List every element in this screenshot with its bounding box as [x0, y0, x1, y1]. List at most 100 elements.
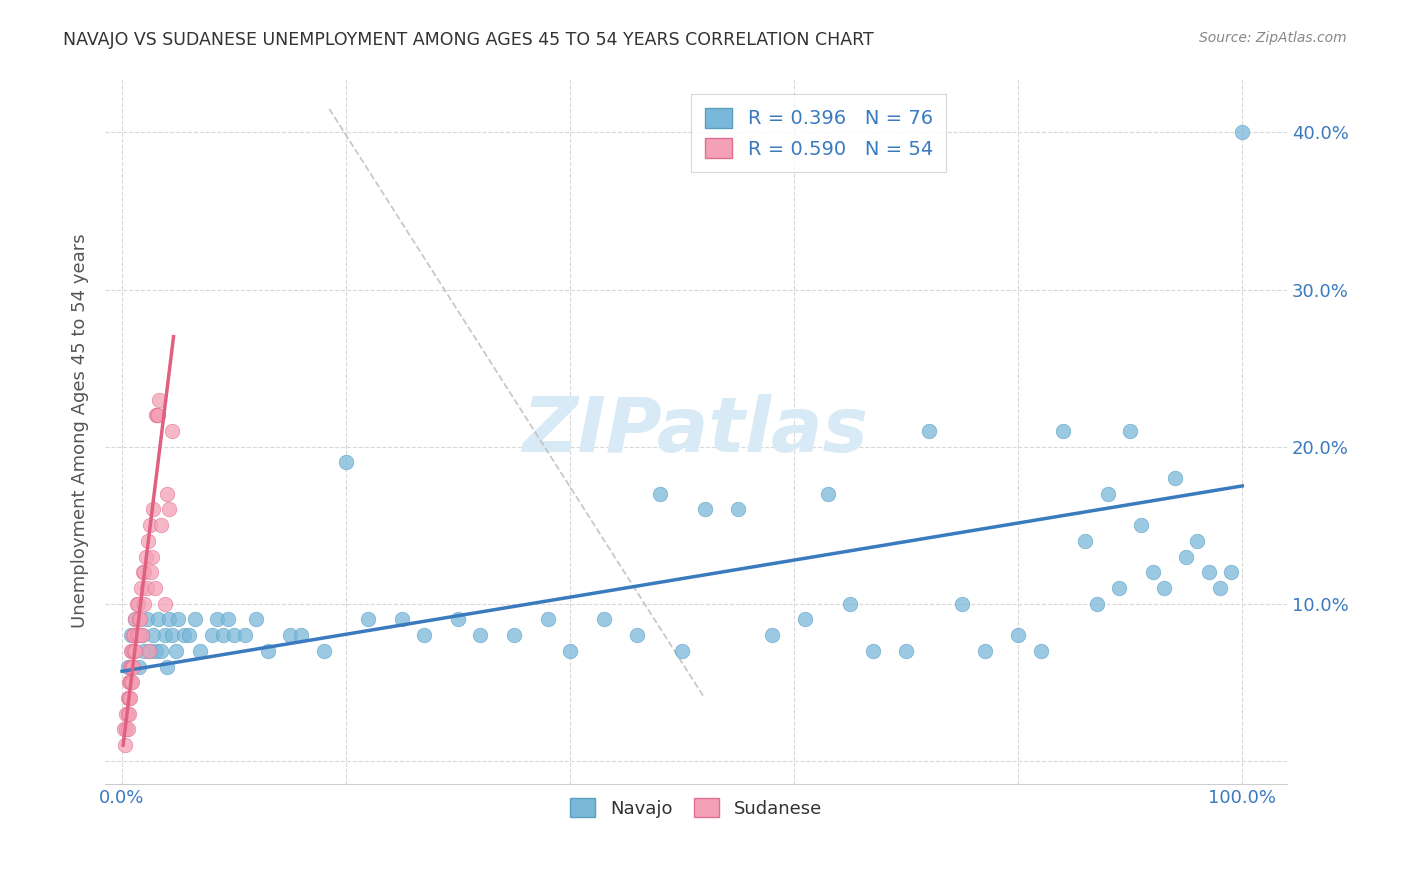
Point [217, 612, 239, 626]
Point [1209, 581, 1232, 595]
Point [143, 581, 166, 595]
Point [761, 628, 783, 642]
Point [1232, 125, 1254, 139]
Point [1130, 518, 1153, 533]
Point [135, 612, 157, 626]
Point [245, 612, 267, 626]
Point [413, 628, 436, 642]
Point [128, 628, 150, 642]
Point [122, 659, 145, 673]
Point [118, 706, 141, 721]
Point [558, 644, 581, 658]
Point [1187, 533, 1209, 548]
Point [132, 566, 155, 580]
Point [179, 628, 201, 642]
Legend: Navajo, Sudanese: Navajo, Sudanese [562, 791, 830, 825]
Point [142, 502, 165, 516]
Point [165, 644, 187, 658]
Point [503, 628, 526, 642]
Point [118, 675, 141, 690]
Point [167, 612, 190, 626]
Point [120, 628, 142, 642]
Point [1085, 597, 1108, 611]
Point [128, 612, 150, 626]
Point [118, 659, 141, 673]
Point [648, 487, 671, 501]
Point [1142, 566, 1164, 580]
Point [138, 644, 160, 658]
Point [156, 487, 179, 501]
Point [114, 738, 136, 752]
Text: NAVAJO VS SUDANESE UNEMPLOYMENT AMONG AGES 45 TO 54 YEARS CORRELATION CHART: NAVAJO VS SUDANESE UNEMPLOYMENT AMONG AG… [63, 31, 875, 49]
Text: Source: ZipAtlas.com: Source: ZipAtlas.com [1199, 31, 1347, 45]
Point [233, 628, 256, 642]
Point [1097, 487, 1119, 501]
Point [839, 597, 862, 611]
Point [148, 392, 170, 407]
Point [135, 581, 157, 595]
Point [1119, 424, 1142, 438]
Point [118, 691, 141, 706]
Point [146, 408, 169, 422]
Point [121, 675, 143, 690]
Y-axis label: Unemployment Among Ages 45 to 54 years: Unemployment Among Ages 45 to 54 years [72, 234, 89, 628]
Point [112, 723, 135, 737]
Point [157, 612, 180, 626]
Point [357, 612, 380, 626]
Point [131, 628, 153, 642]
Point [1153, 581, 1175, 595]
Point [211, 628, 233, 642]
Point [117, 706, 139, 721]
Point [290, 628, 312, 642]
Point [134, 644, 156, 658]
Point [117, 691, 139, 706]
Point [139, 566, 162, 580]
Point [201, 628, 224, 642]
Point [896, 644, 918, 658]
Point [671, 644, 693, 658]
Point [862, 644, 884, 658]
Point [120, 644, 142, 658]
Point [184, 612, 207, 626]
Point [125, 597, 148, 611]
Point [537, 612, 560, 626]
Point [115, 706, 138, 721]
Point [1164, 471, 1187, 485]
Point [139, 644, 162, 658]
Point [222, 628, 245, 642]
Point [592, 612, 614, 626]
Point [145, 644, 167, 658]
Point [131, 628, 153, 642]
Point [124, 644, 146, 658]
Point [124, 612, 146, 626]
Point [139, 518, 162, 533]
Point [312, 644, 335, 658]
Point [115, 723, 138, 737]
Point [156, 659, 179, 673]
Point [153, 597, 176, 611]
Point [693, 502, 716, 516]
Point [447, 612, 470, 626]
Point [1074, 533, 1097, 548]
Point [121, 659, 143, 673]
Point [727, 502, 749, 516]
Point [256, 644, 278, 658]
Point [973, 644, 995, 658]
Point [1198, 566, 1220, 580]
Point [135, 549, 157, 564]
Point [470, 628, 492, 642]
Point [134, 566, 156, 580]
Point [162, 424, 184, 438]
Point [146, 612, 169, 626]
Point [127, 597, 149, 611]
Point [1029, 644, 1052, 658]
Point [917, 424, 939, 438]
Point [145, 408, 167, 422]
Point [173, 628, 195, 642]
Point [124, 644, 146, 658]
Point [124, 612, 146, 626]
Point [121, 644, 143, 658]
Point [118, 691, 141, 706]
Point [134, 597, 156, 611]
Point [129, 612, 152, 626]
